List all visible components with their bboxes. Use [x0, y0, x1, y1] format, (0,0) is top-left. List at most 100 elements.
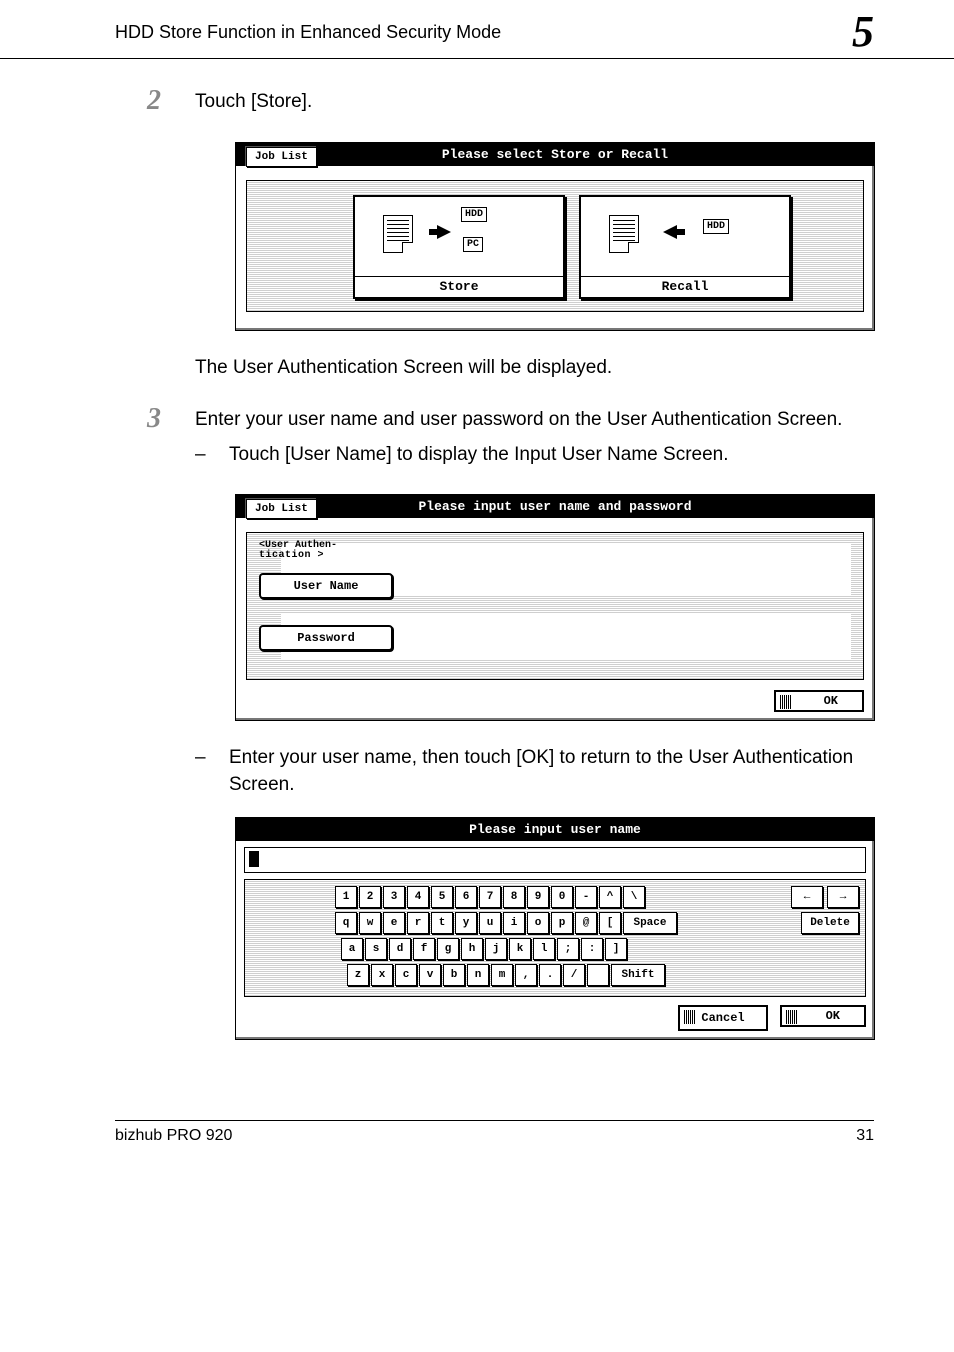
fig1-header-text: Please select Store or Recall	[442, 147, 668, 162]
grip-icon	[780, 695, 792, 709]
auth-title-line2: tication >	[259, 550, 324, 561]
key[interactable]: ]	[605, 938, 627, 960]
key[interactable]: r	[407, 912, 429, 934]
keyboard-row-3: asdfghjkl;:]	[341, 938, 627, 960]
key[interactable]: d	[389, 938, 411, 960]
key[interactable]: /	[563, 964, 585, 986]
key[interactable]: s	[365, 938, 387, 960]
arrow-left-key[interactable]: ←	[791, 886, 823, 908]
footer-product: bizhub PRO 920	[115, 1127, 232, 1145]
cancel-button[interactable]: Cancel	[678, 1005, 768, 1031]
delete-key[interactable]: Delete	[801, 912, 859, 934]
fig2-header: Please input user name and password Job …	[236, 495, 874, 518]
dash-icon: –	[195, 745, 229, 798]
pc-label: PC	[463, 237, 483, 252]
key[interactable]: 3	[383, 886, 405, 908]
key[interactable]: 6	[455, 886, 477, 908]
fig1-panel: HDD PC Store HDD Recall	[246, 180, 864, 312]
key[interactable]: z	[347, 964, 369, 986]
key[interactable]: 2	[359, 886, 381, 908]
arrow-right-icon	[437, 225, 451, 239]
figure-user-auth: Please input user name and password Job …	[235, 494, 875, 721]
cancel-label: Cancel	[701, 1011, 744, 1025]
grip-icon	[684, 1010, 696, 1024]
key[interactable]: @	[575, 912, 597, 934]
key[interactable]: l	[533, 938, 555, 960]
fig2-panel: <User Authen- tication > User Name Passw…	[246, 532, 864, 680]
hdd-label: HDD	[703, 219, 729, 234]
key[interactable]: o	[527, 912, 549, 934]
key[interactable]: e	[383, 912, 405, 934]
document-icon	[383, 215, 413, 253]
key[interactable]: c	[395, 964, 417, 986]
key[interactable]: a	[341, 938, 363, 960]
step-3-bullet-1-text: Touch [User Name] to display the Input U…	[229, 442, 729, 469]
key[interactable]: 9	[527, 886, 549, 908]
job-list-tab[interactable]: Job List	[246, 147, 317, 167]
key[interactable]: 0	[551, 886, 573, 908]
step-2: 2 Touch [Store].	[195, 89, 874, 116]
section-number: 5	[852, 10, 874, 54]
step-3-text: Enter your user name and user password o…	[195, 407, 874, 434]
key[interactable]: b	[443, 964, 465, 986]
key[interactable]: 8	[503, 886, 525, 908]
key[interactable]: t	[431, 912, 453, 934]
figure-store-recall: Please select Store or Recall Job List H…	[235, 142, 875, 331]
step-3: 3 Enter your user name and user password…	[195, 407, 874, 468]
job-list-tab[interactable]: Job List	[246, 499, 317, 519]
key[interactable]: \	[623, 886, 645, 908]
step-3-bullet-2-text: Enter your user name, then touch [OK] to…	[229, 745, 874, 798]
arrow-left-icon	[663, 225, 677, 239]
header-title: HDD Store Function in Enhanced Security …	[115, 22, 852, 43]
user-name-input[interactable]	[244, 847, 866, 873]
key[interactable]: g	[437, 938, 459, 960]
shift-key[interactable]: Shift	[611, 964, 665, 986]
recall-button[interactable]: HDD Recall	[579, 195, 791, 299]
page-header: HDD Store Function in Enhanced Security …	[0, 0, 954, 59]
key[interactable]: ^	[599, 886, 621, 908]
space-key[interactable]: Space	[623, 912, 677, 934]
ok-button[interactable]: OK	[774, 690, 864, 712]
step-3-number: 3	[147, 403, 161, 435]
key[interactable]: j	[485, 938, 507, 960]
cursor-icon	[249, 851, 259, 867]
key[interactable]: n	[467, 964, 489, 986]
step-3-bullet-2: – Enter your user name, then touch [OK] …	[195, 745, 874, 798]
key[interactable]: u	[479, 912, 501, 934]
key[interactable]: i	[503, 912, 525, 934]
key[interactable]: -	[575, 886, 597, 908]
key[interactable]: 1	[335, 886, 357, 908]
key[interactable]: x	[371, 964, 393, 986]
key[interactable]: ,	[515, 964, 537, 986]
key[interactable]: 5	[431, 886, 453, 908]
store-button[interactable]: HDD PC Store	[353, 195, 565, 299]
key[interactable]: w	[359, 912, 381, 934]
key[interactable]: q	[335, 912, 357, 934]
fig1-header: Please select Store or Recall Job List	[236, 143, 874, 166]
key[interactable]: m	[491, 964, 513, 986]
fig3-header: Please input user name	[236, 818, 874, 841]
key[interactable]: :	[581, 938, 603, 960]
key[interactable]: [	[599, 912, 621, 934]
key[interactable]: p	[551, 912, 573, 934]
auth-section-title: <User Authen- tication >	[259, 541, 337, 561]
figure-keyboard: Please input user name ← → 1234567890-^\…	[235, 817, 875, 1040]
key[interactable]: 4	[407, 886, 429, 908]
user-name-button[interactable]: User Name	[259, 573, 393, 599]
dash-icon: –	[195, 442, 229, 469]
key[interactable]: k	[509, 938, 531, 960]
key[interactable]: 7	[479, 886, 501, 908]
ok-button[interactable]: OK	[780, 1005, 866, 1027]
arrow-right-key[interactable]: →	[827, 886, 859, 908]
step-2-text: Touch [Store].	[195, 89, 874, 116]
password-button[interactable]: Password	[259, 625, 393, 651]
key[interactable]: f	[413, 938, 435, 960]
ok-label: OK	[824, 694, 838, 708]
key[interactable]: y	[455, 912, 477, 934]
keyboard-row-2: qwertyuiop@[Space	[335, 912, 677, 934]
key[interactable]	[587, 964, 609, 986]
key[interactable]: .	[539, 964, 561, 986]
key[interactable]: h	[461, 938, 483, 960]
key[interactable]: ;	[557, 938, 579, 960]
key[interactable]: v	[419, 964, 441, 986]
